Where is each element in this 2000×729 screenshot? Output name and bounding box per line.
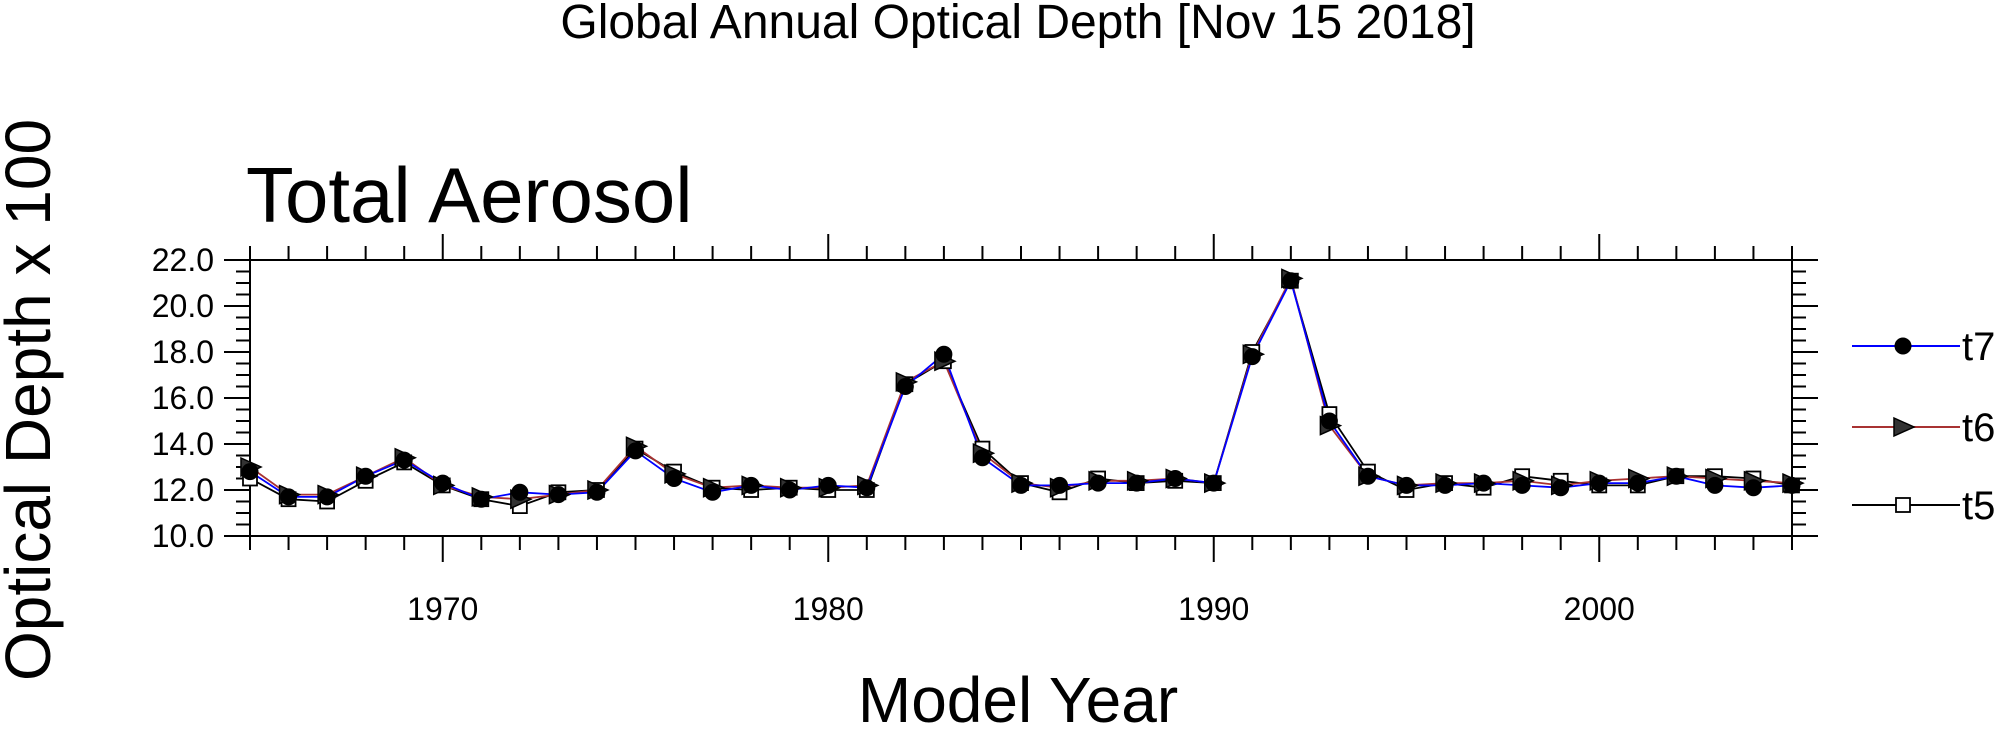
data-point-t7 xyxy=(1513,476,1531,494)
legend-label-t5: t5 xyxy=(1962,484,1995,528)
y-axis-label: Optical Depth x 100 xyxy=(0,119,64,681)
data-point-t7 xyxy=(1706,476,1724,494)
data-point-t7 xyxy=(896,378,914,395)
series-t5 xyxy=(249,278,1793,508)
x-tick-label: 1970 xyxy=(407,591,478,627)
y-tick-label: 12.0 xyxy=(152,472,214,508)
y-tick-label: 16.0 xyxy=(152,380,214,416)
y-tick-label: 10.0 xyxy=(152,518,214,554)
legend: t7 t6 t5 xyxy=(1852,325,1995,528)
x-tick-labels: 1970 1980 1990 2000 xyxy=(407,591,1635,627)
y-tick-labels: 10.0 12.0 14.0 16.0 18.0 20.0 22.0 xyxy=(152,242,214,554)
data-point-t7 xyxy=(1475,474,1493,492)
data-point-t7 xyxy=(1128,474,1146,492)
legend-entry-t7: t7 xyxy=(1852,325,1995,369)
data-point-t7 xyxy=(357,467,375,485)
data-point-t7 xyxy=(1205,474,1223,492)
data-point-t7 xyxy=(1629,474,1647,492)
data-point-t7 xyxy=(781,481,799,499)
data-point-t7 xyxy=(858,479,876,497)
data-point-t7 xyxy=(742,476,760,494)
legend-marker-t5 xyxy=(1895,497,1911,513)
data-point-t7 xyxy=(935,345,953,363)
data-point-t7 xyxy=(1667,467,1685,485)
x-axis-label: Model Year xyxy=(858,664,1178,729)
data-point-t7 xyxy=(1552,479,1570,497)
y-tick-label: 14.0 xyxy=(152,426,214,462)
data-point-t7 xyxy=(627,442,644,460)
series-layer xyxy=(240,268,1805,515)
data-point-t7 xyxy=(241,463,259,481)
series-line-t5 xyxy=(249,278,1793,508)
data-point-t7 xyxy=(395,451,413,469)
data-point-t7 xyxy=(1359,467,1377,485)
axis-ticks xyxy=(224,234,1818,562)
series-markers-t6 xyxy=(240,268,1805,510)
y-tick-label: 22.0 xyxy=(152,242,214,278)
data-point-t7 xyxy=(434,474,452,492)
data-point-t7 xyxy=(280,488,298,506)
data-point-t7 xyxy=(1320,412,1338,430)
data-point-t7 xyxy=(1089,474,1107,492)
y-tick-label: 18.0 xyxy=(152,334,214,370)
legend-label-t7: t7 xyxy=(1962,325,1995,369)
chart-subtitle: Total Aerosol xyxy=(246,151,693,239)
data-point-t7 xyxy=(549,486,567,504)
data-point-t7 xyxy=(318,488,336,506)
data-point-t7 xyxy=(472,490,490,508)
data-point-t7 xyxy=(1166,470,1184,487)
legend-entry-t5: t5 xyxy=(1852,484,1995,528)
data-point-t7 xyxy=(1590,474,1608,492)
data-point-t7 xyxy=(1783,476,1801,494)
data-point-t7 xyxy=(1282,272,1300,290)
chart-title: Global Annual Optical Depth [Nov 15 2018… xyxy=(560,0,1475,49)
legend-marker-t6 xyxy=(1893,416,1916,438)
data-point-t7 xyxy=(1051,476,1069,494)
series-line-t6 xyxy=(249,275,1793,501)
data-point-t7 xyxy=(1012,476,1030,494)
x-tick-label: 2000 xyxy=(1564,591,1635,627)
data-point-t7 xyxy=(665,470,683,487)
x-tick-label: 1990 xyxy=(1178,591,1249,627)
data-point-t7 xyxy=(973,449,991,467)
series-t6 xyxy=(249,275,1793,501)
legend-label-t6: t6 xyxy=(1962,406,1995,450)
data-point-t7 xyxy=(704,483,722,501)
data-point-t7 xyxy=(1398,476,1415,494)
legend-marker-t7 xyxy=(1894,337,1912,355)
data-point-t7 xyxy=(1243,348,1261,366)
legend-entry-t6: t6 xyxy=(1852,406,1995,450)
series-line-t7 xyxy=(249,278,1793,501)
data-point-t7 xyxy=(588,483,606,501)
series-t7 xyxy=(249,278,1793,501)
series-markers-t7 xyxy=(241,272,1801,508)
x-tick-label: 1980 xyxy=(793,591,864,627)
data-point-t7 xyxy=(1744,479,1762,497)
data-point-t7 xyxy=(511,483,529,501)
y-tick-label: 20.0 xyxy=(152,288,214,324)
data-point-t7 xyxy=(819,476,837,494)
data-point-t7 xyxy=(1436,476,1454,494)
